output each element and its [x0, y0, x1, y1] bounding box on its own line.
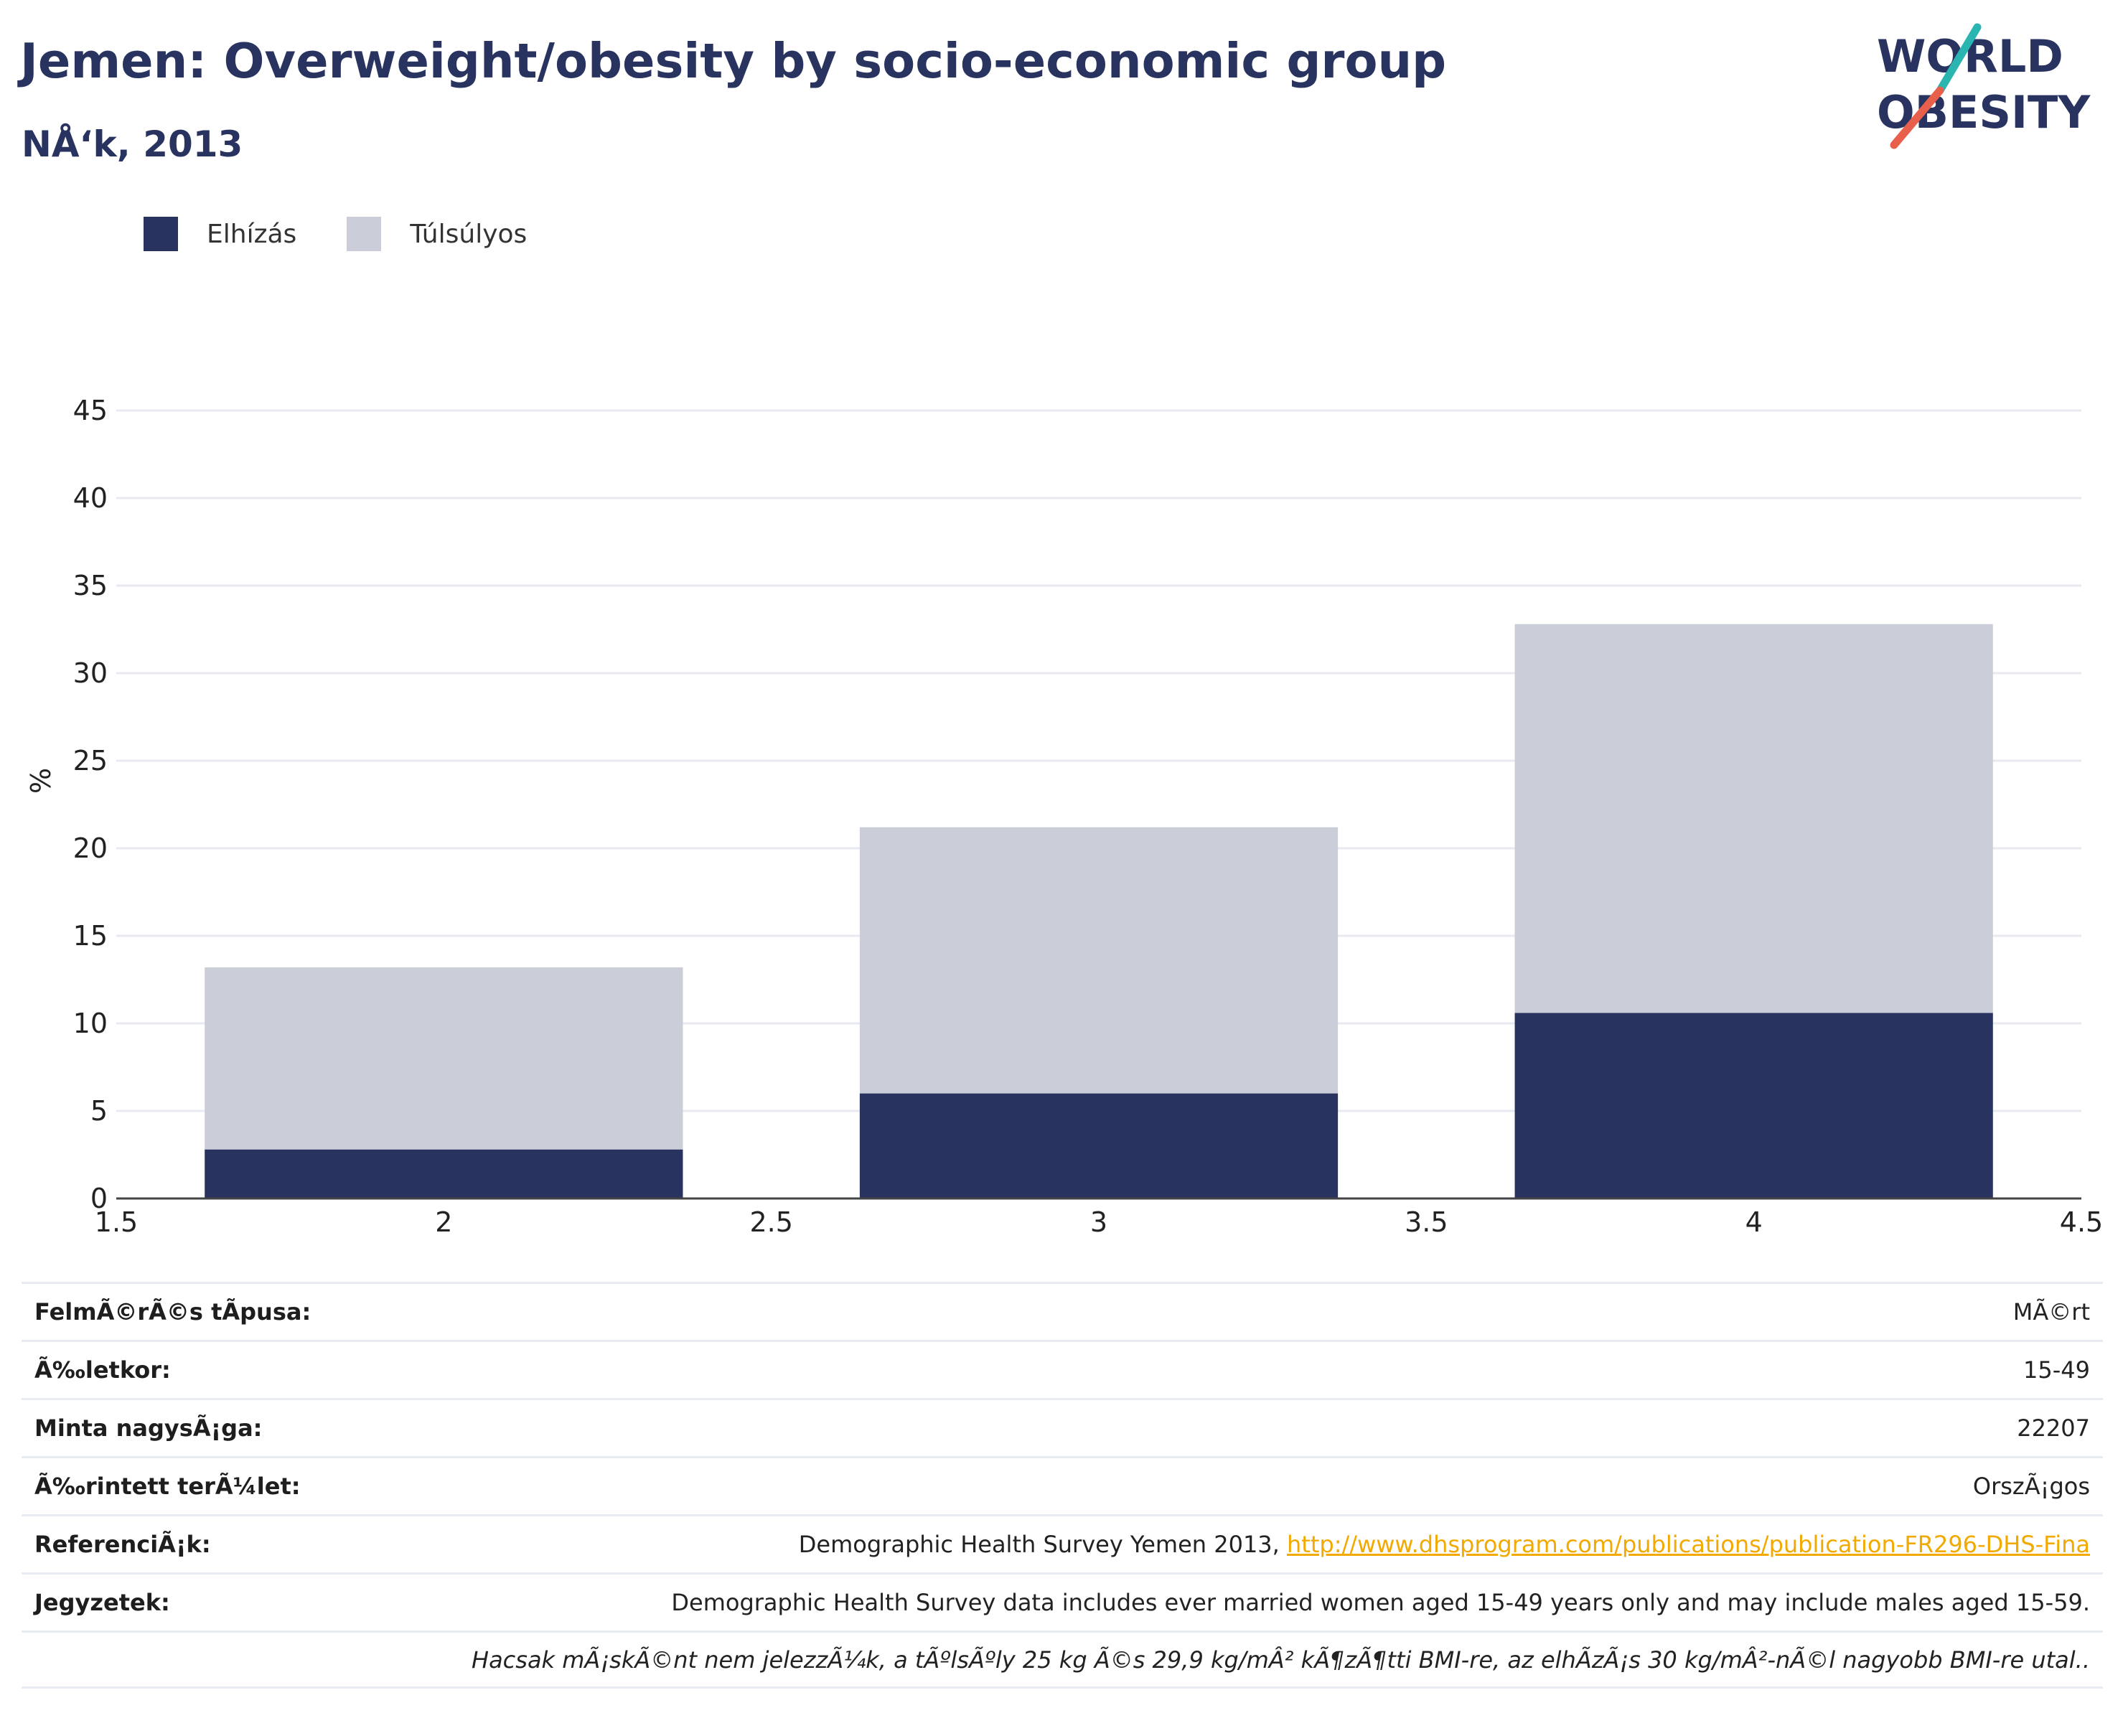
- info-label-age: Ã‰letkor:: [34, 1356, 171, 1384]
- info-value-references: Demographic Health Survey Yemen 2013, ht…: [799, 1531, 2090, 1558]
- legend-label-obesity: Elhízás: [207, 219, 297, 249]
- info-label-references: ReferenciÃ¡k:: [34, 1531, 211, 1558]
- logo-text-obesity: OBESITY: [1877, 86, 2091, 139]
- info-footnote: Hacsak mÃ¡skÃ©nt nem jelezzÃ¼k, a tÃºlsÃ…: [472, 1646, 2090, 1674]
- y-tick-label: 35: [73, 570, 108, 601]
- info-label-survey-type: FelmÃ©rÃ©s tÃpusa:: [34, 1298, 311, 1326]
- y-tick-labels: 0 5 10 15 20 25 30 35 40 45: [73, 395, 108, 1214]
- y-tick-label: 10: [73, 1008, 108, 1039]
- y-tick-label: 5: [90, 1095, 108, 1127]
- logo-slash-red: [1890, 86, 1944, 149]
- chart-bars: [205, 624, 1993, 1198]
- info-value-survey-type: MÃ©rt: [2012, 1298, 2090, 1326]
- chart-legend: Elhízás Túlsúlyos: [144, 212, 577, 255]
- info-row-sample-size: Minta nagysÃ¡ga: 22207: [22, 1398, 2103, 1456]
- legend-swatch-overweight: [347, 217, 382, 251]
- x-tick-label: 2: [435, 1206, 452, 1238]
- bar-obesity-4[interactable]: [1514, 1013, 1993, 1198]
- world-obesity-logo: WORLD OBESITY: [1877, 23, 2091, 149]
- bar-chart: 0 5 10 15 20 25 30 35 40 45 1.5 2 2.5 3 3.5 4 4.5 %: [25, 395, 2103, 1238]
- info-row-age: Ã‰letkor: 15-49: [22, 1340, 2103, 1398]
- survey-info-table: FelmÃ©rÃ©s tÃpusa: MÃ©rt Ã‰letkor: 15-49…: [22, 1282, 2103, 1689]
- x-tick-label: 3: [1090, 1206, 1107, 1238]
- legend-swatch-obesity: [144, 217, 178, 251]
- y-tick-label: 20: [73, 832, 108, 864]
- x-tick-label: 4: [1745, 1206, 1763, 1238]
- x-tick-labels: 1.5 2 2.5 3 3.5 4 4.5: [95, 1206, 2103, 1238]
- info-value-area: OrszÃ¡gos: [1972, 1473, 2090, 1500]
- chart-title: Jemen: Overweight/obesity by socio-econo…: [20, 33, 1447, 89]
- info-label-area: Ã‰rintett terÃ¼let:: [34, 1473, 301, 1500]
- info-value-age: 15-49: [2023, 1356, 2090, 1384]
- logo-slash-teal: [1936, 23, 1982, 95]
- y-tick-label: 30: [73, 657, 108, 689]
- reference-link[interactable]: http://www.dhsprogram.com/publications/p…: [1287, 1531, 2090, 1558]
- info-row-references: ReferenciÃ¡k: Demographic Health Survey …: [22, 1514, 2103, 1572]
- x-tick-label: 4.5: [2060, 1206, 2103, 1238]
- legend-label-overweight: Túlsúlyos: [410, 219, 528, 249]
- y-tick-label: 25: [73, 745, 108, 776]
- y-axis-label: %: [25, 768, 57, 794]
- info-value-sample-size: 22207: [2017, 1414, 2090, 1442]
- info-row-area: Ã‰rintett terÃ¼let: OrszÃ¡gos: [22, 1456, 2103, 1514]
- x-tick-label: 2.5: [749, 1206, 792, 1238]
- y-tick-label: 40: [73, 482, 108, 514]
- y-tick-label: 45: [73, 395, 108, 426]
- x-tick-label: 3.5: [1405, 1206, 1448, 1238]
- info-value-notes: Demographic Health Survey data includes …: [671, 1589, 2090, 1616]
- info-row-footnote: Hacsak mÃ¡skÃ©nt nem jelezzÃ¼k, a tÃºlsÃ…: [22, 1631, 2103, 1689]
- y-tick-label: 15: [73, 920, 108, 952]
- info-row-notes: Jegyzetek: Demographic Health Survey dat…: [22, 1572, 2103, 1631]
- bar-obesity-3[interactable]: [859, 1093, 1339, 1198]
- legend-item-overweight[interactable]: Túlsúlyos: [347, 217, 527, 251]
- bar-overweight-2[interactable]: [205, 967, 683, 1150]
- info-label-notes: Jegyzetek:: [34, 1589, 170, 1616]
- y-tick-label: 0: [90, 1183, 108, 1214]
- info-row-survey-type: FelmÃ©rÃ©s tÃpusa: MÃ©rt: [22, 1282, 2103, 1340]
- bar-overweight-4[interactable]: [1514, 624, 1993, 1013]
- bar-obesity-2[interactable]: [205, 1149, 683, 1198]
- bar-overweight-3[interactable]: [859, 827, 1339, 1094]
- x-tick-label: 1.5: [95, 1206, 138, 1238]
- reference-text: Demographic Health Survey Yemen 2013,: [798, 1531, 1287, 1558]
- info-label-sample-size: Minta nagysÃ¡ga:: [34, 1414, 263, 1442]
- legend-item-obesity[interactable]: Elhízás: [144, 217, 296, 251]
- chart-subtitle: NÅ‘k, 2013: [22, 123, 243, 165]
